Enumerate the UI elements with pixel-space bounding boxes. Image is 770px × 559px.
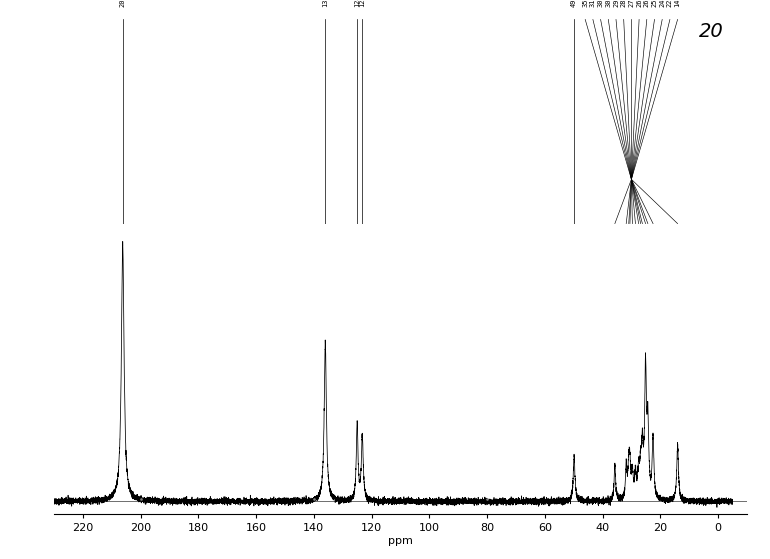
Text: 29.665: 29.665 <box>613 0 619 7</box>
Text: 25.100: 25.100 <box>651 0 658 7</box>
Text: 27.500: 27.500 <box>628 0 634 7</box>
Text: 24.300: 24.300 <box>659 0 665 7</box>
Text: 30.510: 30.510 <box>605 0 611 7</box>
Text: 206.169: 206.169 <box>119 0 126 7</box>
Text: 35.727: 35.727 <box>582 0 588 7</box>
Text: 20: 20 <box>699 22 724 41</box>
Text: 31.802: 31.802 <box>590 0 596 7</box>
Text: 124.980: 124.980 <box>354 0 360 7</box>
Text: 30.910: 30.910 <box>598 0 604 7</box>
Text: 136.007: 136.007 <box>323 0 328 7</box>
Text: 28.600: 28.600 <box>621 0 627 7</box>
X-axis label: ppm: ppm <box>388 536 413 546</box>
Text: 22.500: 22.500 <box>667 0 673 7</box>
Text: 49.830: 49.830 <box>571 0 578 7</box>
Text: 26.200: 26.200 <box>644 0 650 7</box>
Text: 123.191: 123.191 <box>360 0 365 7</box>
Text: 26.800: 26.800 <box>636 0 642 7</box>
Text: 14.000: 14.000 <box>675 0 681 7</box>
